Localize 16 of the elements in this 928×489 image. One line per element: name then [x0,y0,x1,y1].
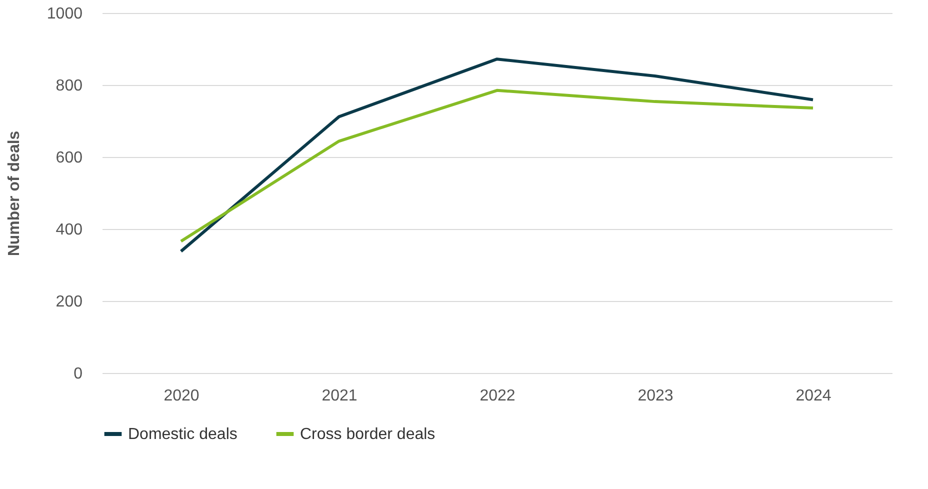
x-tick-label: 2024 [796,388,832,404]
x-tick-label: 2021 [322,388,358,404]
y-tick-label: 0 [74,366,83,382]
line-series [180,88,814,243]
line-series [180,58,814,253]
y-tick-label: 200 [56,294,83,310]
legend-label: Domestic deals [128,426,238,443]
x-tick-label: 2023 [638,388,674,404]
y-tick-label: 400 [56,222,83,238]
y-axis-title: Number of deals [6,130,23,256]
y-tick-label: 1000 [46,6,83,22]
y-tick-label: 600 [56,150,83,166]
x-tick-label: 2022 [480,388,516,404]
legend-label: Cross border deals [300,426,436,443]
y-tick-label: 800 [56,78,83,94]
x-tick-label: 2020 [164,388,200,404]
